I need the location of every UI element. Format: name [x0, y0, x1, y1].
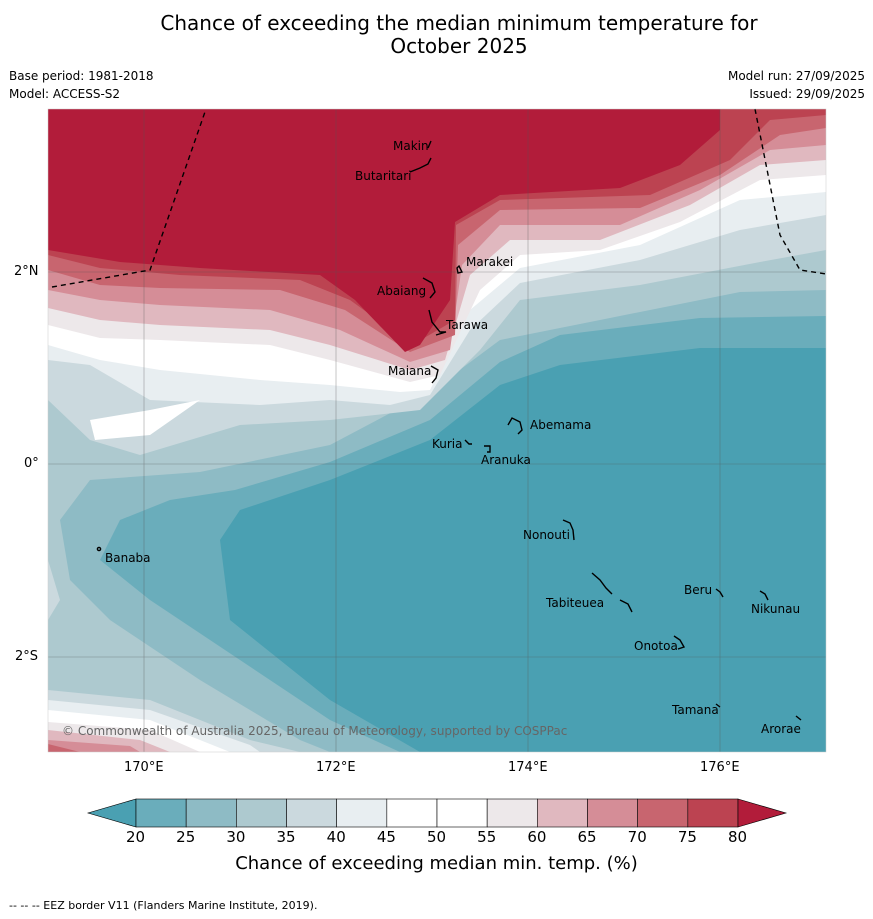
meta-left: Base period: 1981-2018 Model: ACCESS-S2: [9, 67, 154, 103]
colorbar-tick-70: 70: [627, 828, 647, 846]
place-aranuka: Aranuka: [481, 453, 531, 467]
colorbar-bin-20-25: [135, 798, 187, 828]
y-tick-2s: 2°S: [15, 649, 39, 664]
place-tabiteuea: Tabiteuea: [546, 596, 605, 610]
colorbar-bin-55-60: [486, 798, 538, 828]
x-tick-174e: 174°E: [508, 760, 548, 775]
place-banaba: Banaba: [105, 551, 151, 565]
colorbar-tick-60: 60: [527, 828, 547, 846]
probability-field: [48, 109, 826, 752]
colorbar-extend-high: [737, 798, 788, 828]
title-line-2: October 2025: [390, 34, 528, 58]
colorbar-bin-60-65: [537, 798, 588, 828]
place-nikunau: Nikunau: [751, 602, 801, 616]
copyright-notice: © Commonwealth of Australia 2025, Bureau…: [62, 724, 568, 738]
place-abemama: Abemama: [530, 418, 592, 432]
place-beru: Beru: [684, 583, 713, 597]
colorbar-bin-30-35: [236, 798, 287, 828]
colorbar-tick-80: 80: [728, 828, 748, 846]
place-butaritari: Butaritari: [355, 169, 412, 183]
colorbar-bin-45-50: [386, 798, 438, 828]
place-arorae: Arorae: [761, 722, 801, 736]
colorbar-tick-25: 25: [176, 828, 196, 846]
map-title: Chance of exceeding the median minimum t…: [0, 12, 873, 58]
colorbar-bin-40-45: [336, 798, 388, 828]
eez-border: [51, 108, 827, 288]
model-run: Model run: 27/09/2025: [727, 69, 865, 83]
map-frame: [47, 108, 827, 753]
colorbar-bin-50-55: [436, 798, 488, 828]
colorbar-bin-25-30: [185, 798, 237, 828]
meta-right: Model run: 27/09/2025 Issued: 29/09/2025: [728, 67, 865, 103]
colorbar-title: Chance of exceeding median min. temp. (%…: [235, 853, 638, 874]
colorbar-tick-40: 40: [326, 828, 346, 846]
gridlines: [48, 109, 826, 752]
colorbar-extend-low: [86, 798, 137, 828]
y-tick-2n: 2°N: [14, 264, 39, 279]
colorbar-tick-20: 20: [126, 828, 146, 846]
place-nonouti: Nonouti: [523, 528, 570, 542]
y-tick-0: 0°: [24, 456, 39, 471]
place-makin: Makin: [393, 139, 429, 153]
place-maiana: Maiana: [388, 364, 432, 378]
eez-legend-note: -- -- -- EEZ border V11 (Flanders Marine…: [9, 899, 318, 912]
x-tick-176e: 176°E: [700, 760, 740, 775]
colorbar-tick-50: 50: [427, 828, 447, 846]
place-onotoa: Onotoa: [634, 639, 678, 653]
place-tarawa: Tarawa: [446, 318, 489, 332]
title-line-1: Chance of exceeding the median minimum t…: [160, 11, 758, 35]
base-period: Base period: 1981-2018: [9, 69, 154, 83]
colorbar-bin-35-40: [286, 798, 337, 828]
colorbar-bin-75-80: [687, 798, 739, 828]
colorbar-tick-30: 30: [226, 828, 246, 846]
place-kuria: Kuria: [432, 437, 463, 451]
island-outlines: [96, 140, 802, 721]
colorbar-tick-55: 55: [477, 828, 497, 846]
colorbar-tick-65: 65: [577, 828, 597, 846]
x-tick-170e: 170°E: [124, 760, 164, 775]
x-tick-172e: 172°E: [316, 760, 356, 775]
colorbar-tick-75: 75: [677, 828, 697, 846]
model-name: Model: ACCESS-S2: [9, 87, 121, 101]
colorbar-tick-45: 45: [376, 828, 396, 846]
colorbar: [86, 798, 788, 828]
issued-date: Issued: 29/09/2025: [749, 87, 865, 101]
colorbar-bin-70-75: [637, 798, 689, 828]
colorbar-tick-35: 35: [276, 828, 296, 846]
colorbar-bin-65-70: [587, 798, 638, 828]
place-marakei: Marakei: [466, 255, 514, 269]
place-tamana: Tamana: [672, 703, 719, 717]
place-abaiang: Abaiang: [377, 284, 427, 298]
